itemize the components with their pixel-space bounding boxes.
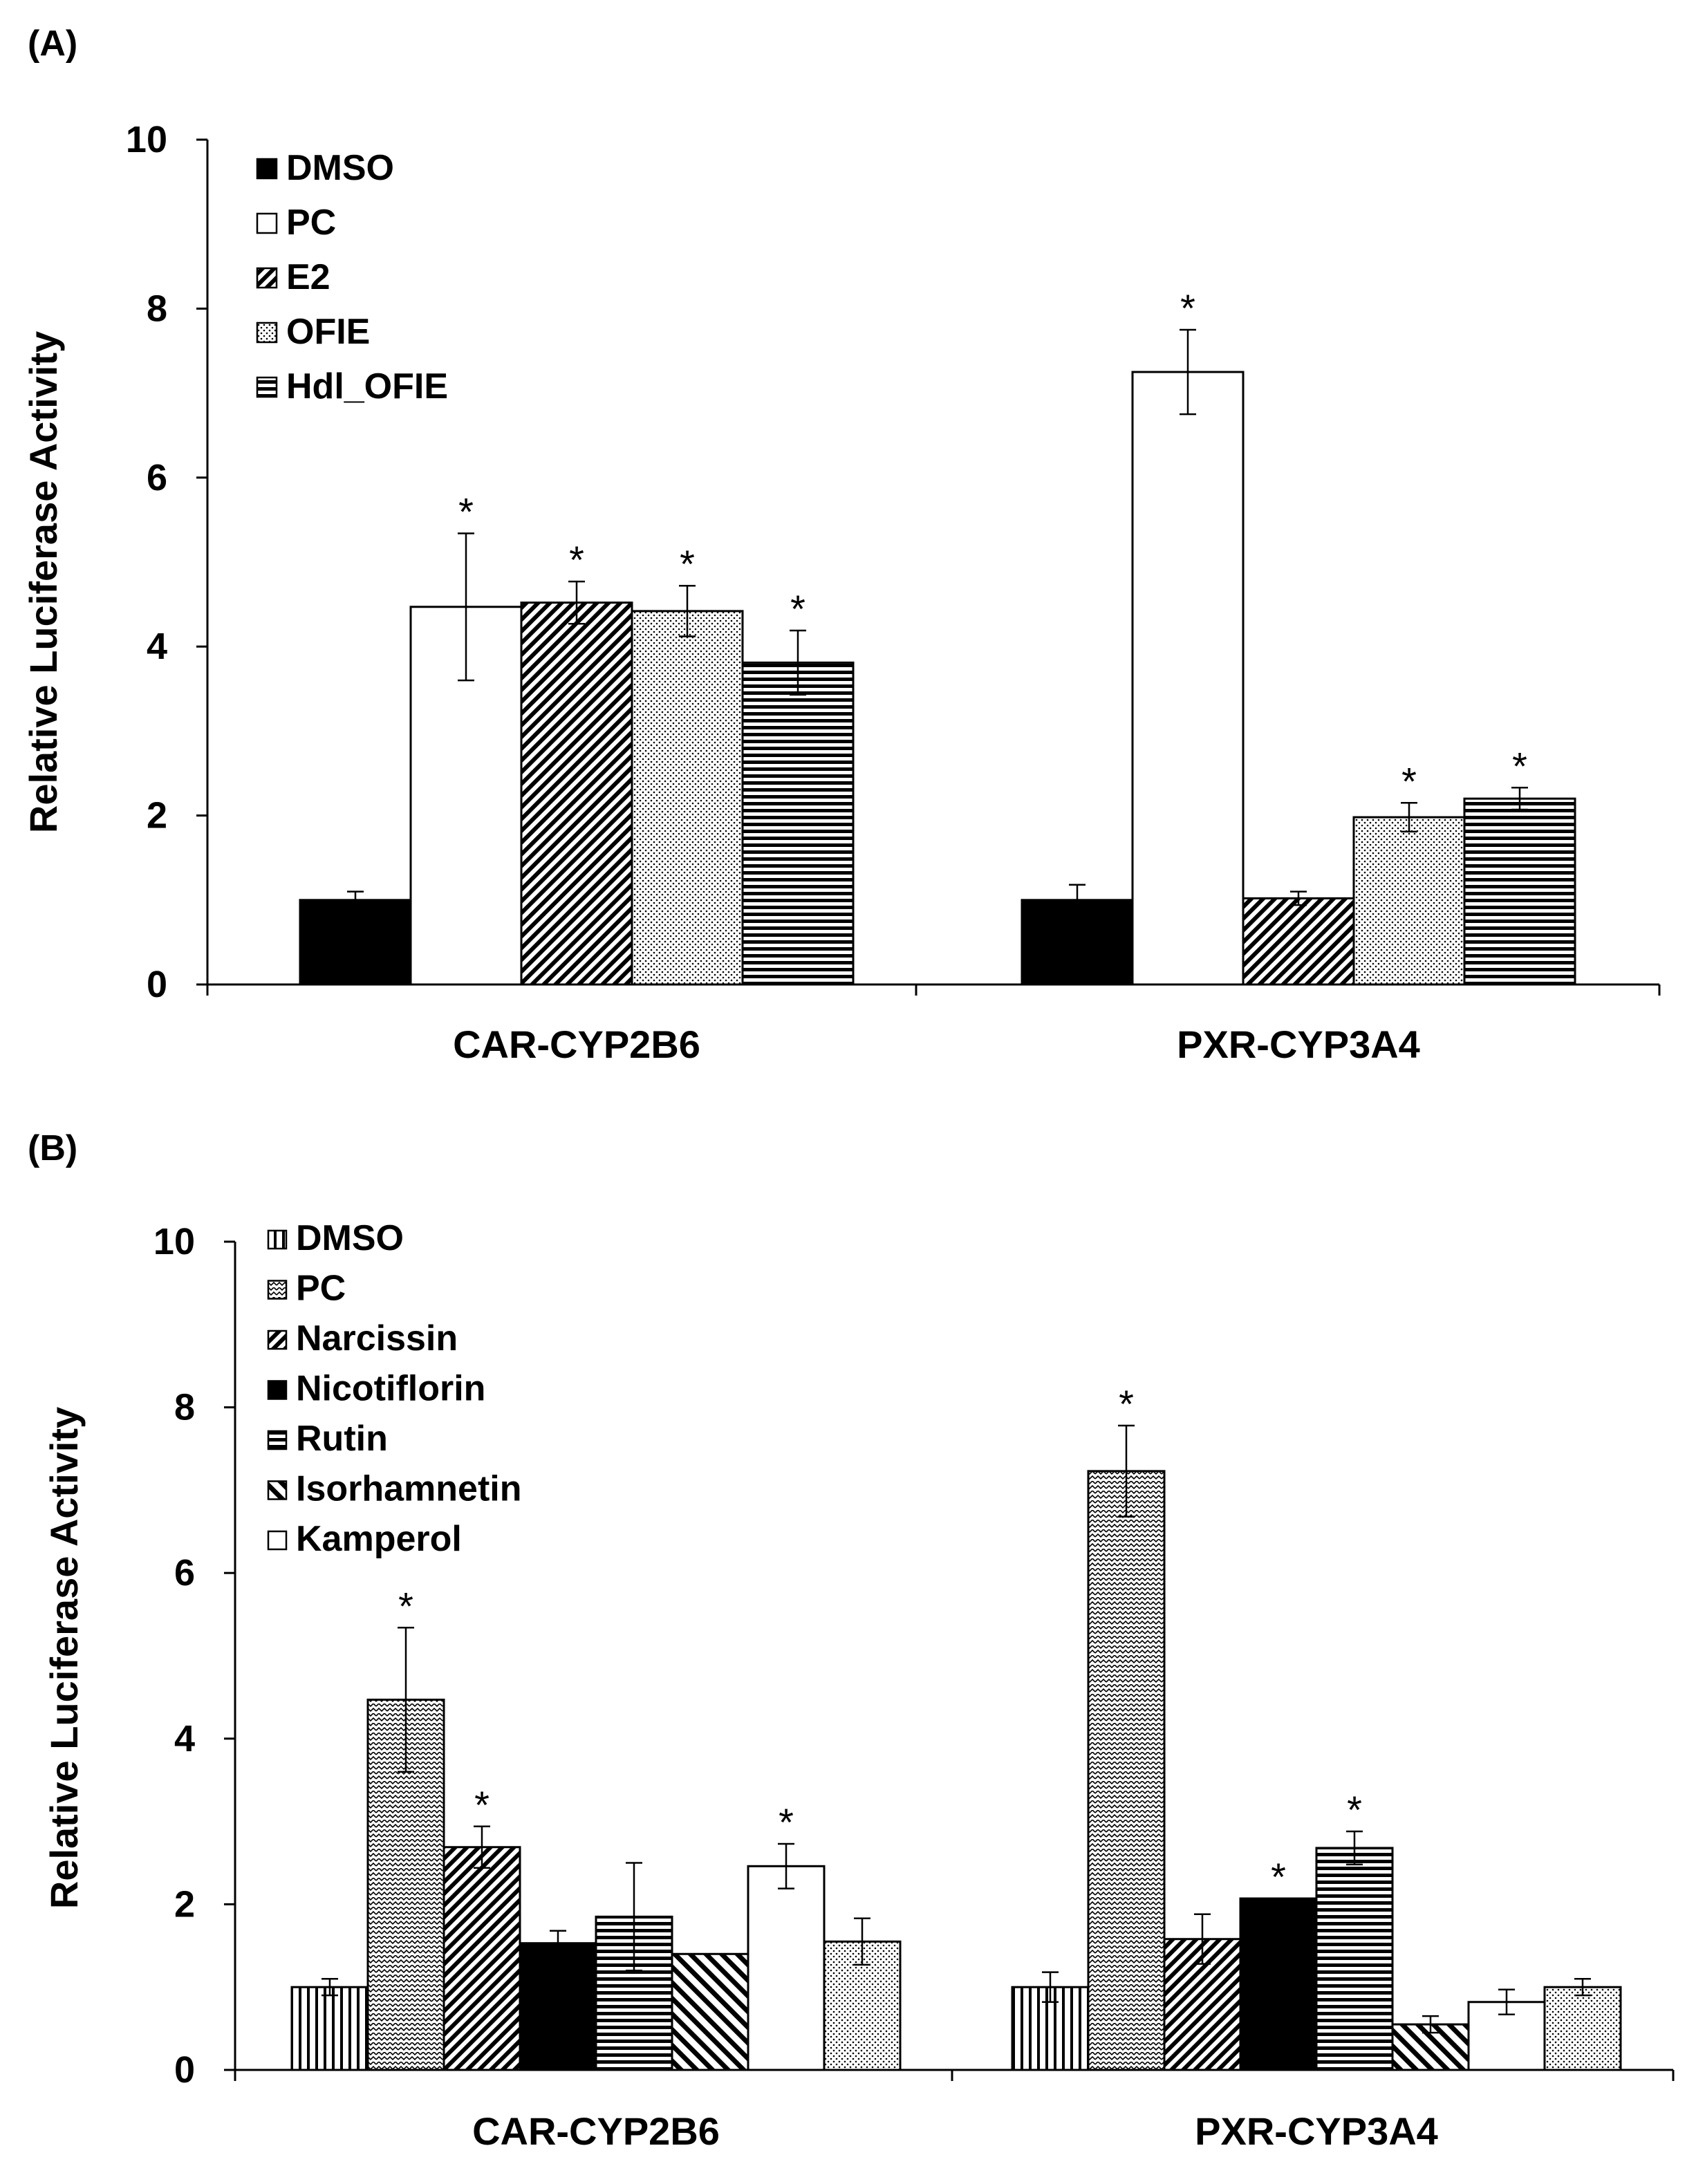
bar-narcissin-car-cyp2b6 <box>442 1846 521 2071</box>
legend-swatch <box>256 321 278 344</box>
panel-a: (A) Relative Luciferase Activity 0 2 4 6 8 10… <box>21 24 1661 1066</box>
legend-label: Kamperol <box>296 1519 462 1559</box>
y-tick-label: 8 <box>174 1387 195 1428</box>
legend-label: PC <box>286 203 336 243</box>
y-tick-label: 0 <box>174 2049 195 2091</box>
legend-label: Nicotiflorin <box>296 1369 485 1409</box>
bar-hdl-ofie-car-cyp2b6 <box>741 661 855 986</box>
legend-swatch <box>256 212 278 234</box>
panel-b: (B) Relative Luciferase Activity 0 2 4 6 8 10… <box>28 1128 1675 2153</box>
panel-a-label: (A) <box>28 24 77 64</box>
y-tick-label: 10 <box>126 119 167 160</box>
bar-e2-car-cyp2b6 <box>520 601 633 986</box>
significance-star: * <box>1512 744 1527 787</box>
bar-narcissin-pxr-cyp3a4 <box>1163 1938 1242 2071</box>
legend-swatch <box>267 1280 288 1300</box>
significance-star: * <box>474 1783 490 1827</box>
bar-isorhamnetin-car-cyp2b6 <box>671 1952 749 2071</box>
legend-swatch <box>267 1530 288 1551</box>
legend-swatch <box>267 1229 288 1250</box>
panel-b-ylabel: Relative Luciferase Activity <box>42 1407 86 1909</box>
significance-star: * <box>458 489 474 533</box>
legend-swatch <box>267 1480 288 1500</box>
y-tick-label: 4 <box>147 626 167 667</box>
legend-swatch <box>267 1329 288 1350</box>
legend-swatch <box>256 267 278 289</box>
bar-nicotiflorin-car-cyp2b6 <box>519 1942 597 2071</box>
legend-label: DMSO <box>286 148 394 188</box>
significance-star: * <box>779 1800 794 1844</box>
y-tick-label: 6 <box>174 1552 195 1594</box>
legend-label: E2 <box>286 257 330 297</box>
legend-label: DMSO <box>296 1218 404 1258</box>
bar-rutin-pxr-cyp3a4 <box>1315 1847 1394 2071</box>
panel-a-ylabel: Relative Luciferase Activity <box>21 331 65 833</box>
significance-star: * <box>1119 1382 1134 1426</box>
category-label: PXR-CYP3A4 <box>1177 1023 1420 1066</box>
significance-star: * <box>398 1584 413 1627</box>
bar-dmso-car-cyp2b6 <box>290 1986 369 2071</box>
significance-star: * <box>680 542 695 586</box>
legend-swatch <box>267 1430 288 1450</box>
bar-ofie-pxr-cyp3a4 <box>1352 816 1466 986</box>
bar-hdl-ofie-pxr-cyp3a4 <box>1463 797 1576 986</box>
category-label: CAR-CYP2B6 <box>453 1023 700 1066</box>
category-label: CAR-CYP2B6 <box>472 2109 720 2153</box>
y-tick-label: 2 <box>147 795 167 837</box>
bar-nicotiflorin-pxr-cyp3a4 <box>1239 1897 1318 2071</box>
legend-label: Hdl_OFIE <box>286 366 448 407</box>
legend-label: Narcissin <box>296 1318 458 1359</box>
bar-dmso-car-cyp2b6 <box>299 899 412 986</box>
legend-label: Isorhamnetin <box>296 1469 522 1509</box>
bar-ofie-car-cyp2b6 <box>631 610 744 986</box>
category-label: PXR-CYP3A4 <box>1195 2109 1438 2153</box>
legend-label: Rutin <box>296 1419 388 1459</box>
y-tick-label: 6 <box>147 457 167 498</box>
y-tick-label: 2 <box>174 1883 195 1925</box>
legend-swatch <box>267 1380 288 1400</box>
bar-kamperol-car-cyp2b6 <box>747 1865 826 2071</box>
bar-pc-pxr-cyp3a4 <box>1087 1470 1166 2071</box>
legend-label: PC <box>296 1269 346 1309</box>
y-tick-label: 4 <box>174 1718 195 1760</box>
bar-e2-pxr-cyp3a4 <box>1242 897 1355 986</box>
significance-star: * <box>1401 759 1417 803</box>
significance-star: * <box>569 538 584 581</box>
y-tick-label: 0 <box>147 964 167 1005</box>
significance-star: * <box>1271 1855 1286 1898</box>
legend-swatch <box>256 376 278 398</box>
significance-star: * <box>1180 286 1195 330</box>
significance-star: * <box>1347 1788 1362 1831</box>
significance-star: * <box>790 587 805 631</box>
y-tick-label: 10 <box>153 1221 195 1262</box>
legend-label: OFIE <box>286 312 370 352</box>
legend-swatch <box>256 158 278 180</box>
bar-series-8-pxr-cyp3a4 <box>1543 1986 1622 2071</box>
y-tick-label: 8 <box>147 288 167 329</box>
bar-pc-pxr-cyp3a4 <box>1131 371 1245 986</box>
panel-b-label: (B) <box>28 1128 77 1168</box>
